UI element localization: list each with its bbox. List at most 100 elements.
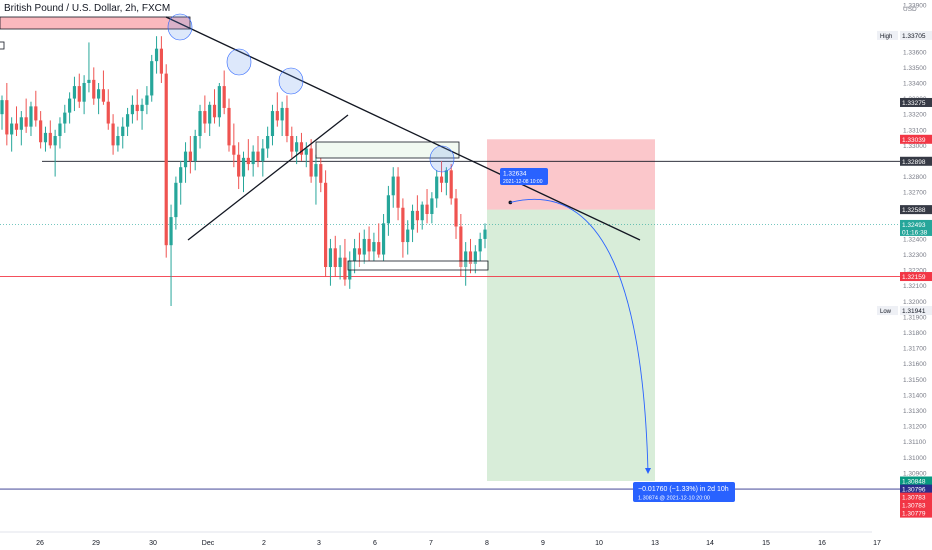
candle: [290, 126, 294, 158]
candle-body: [203, 111, 207, 124]
candle: [203, 95, 207, 133]
candle: [251, 145, 255, 177]
projection-arrow: [645, 467, 651, 474]
touch-circle: [278, 67, 304, 95]
candle: [261, 139, 265, 177]
candle-body: [352, 248, 357, 261]
candle: [381, 213, 386, 261]
candle: [444, 167, 448, 196]
candle-body: [410, 210, 415, 230]
price-badge-box: [900, 219, 932, 236]
price-badge-value: 1.32159: [902, 274, 926, 281]
candle: [10, 117, 14, 152]
candle: [386, 185, 390, 236]
candle: [425, 189, 429, 224]
candle: [372, 232, 376, 261]
candle: [406, 220, 410, 255]
candle: [24, 98, 28, 133]
candle-body: [111, 123, 115, 146]
candle-body: [328, 248, 333, 268]
price-badge-sub: 01:16:38: [902, 229, 928, 236]
candle-body: [246, 157, 250, 165]
price-badge-box: [900, 272, 932, 282]
touch-circle: [429, 145, 455, 173]
price-badge-box: [900, 306, 932, 316]
candle: [270, 104, 275, 146]
candle: [362, 229, 366, 264]
candle: [314, 154, 318, 205]
candle: [439, 160, 444, 193]
price-badge-value: 1.30848: [902, 479, 926, 486]
candle-body: [420, 204, 424, 221]
candle: [34, 90, 38, 127]
candle: [338, 245, 342, 280]
candle: [208, 101, 212, 137]
candle-body: [87, 79, 91, 83]
candle-body: [179, 167, 183, 183]
y-tick-label: 1.32700: [903, 190, 927, 197]
candle: [164, 64, 168, 258]
candle-body: [343, 257, 347, 280]
price-badge-value: 1.33705: [902, 33, 926, 40]
candle: [121, 117, 125, 149]
x-tick-label: 8: [485, 540, 489, 547]
candle: [285, 95, 289, 143]
candle-body: [125, 114, 130, 127]
candle: [77, 73, 81, 108]
candle: [352, 238, 357, 274]
candle: [53, 129, 57, 177]
candle-body: [154, 48, 159, 62]
x-tick-label: 26: [36, 540, 44, 547]
y-tick-label: 1.31000: [903, 455, 927, 462]
candle-body: [478, 238, 482, 252]
candle: [478, 232, 482, 261]
candle-body: [82, 82, 86, 102]
candle: [410, 204, 415, 243]
price-badge-value: 1.33275: [902, 100, 926, 107]
price-badge-box: [900, 500, 932, 510]
candle: [435, 170, 439, 208]
candle: [275, 92, 279, 127]
candle: [324, 170, 328, 277]
candle-body: [415, 210, 419, 221]
price-badge: 1.30783: [900, 492, 932, 502]
candle-body: [212, 104, 217, 118]
candle-body: [169, 217, 173, 246]
candle-body: [425, 204, 429, 214]
candle-body: [68, 98, 72, 113]
chart-title: British Pound / U.S. Dollar, 2h, FXCM: [4, 3, 171, 14]
candle: [377, 223, 381, 258]
projection-curve: [510, 198, 649, 472]
candle: [111, 114, 115, 155]
candle-body: [454, 198, 458, 227]
candle-body: [357, 248, 362, 255]
price-badge: 1.31941 Low: [877, 306, 932, 316]
price-badge-box: [900, 484, 932, 494]
consolidation-box: [315, 141, 460, 159]
x-tick-label: 10: [595, 540, 603, 547]
candle-body: [280, 107, 284, 121]
y-tick-label: 1.31700: [903, 346, 927, 353]
candle-body: [304, 148, 308, 155]
candle-body: [14, 123, 19, 130]
x-tick-label: 2: [262, 540, 266, 547]
price-badge-value: 1.32588: [902, 207, 926, 214]
candle: [246, 139, 250, 171]
candle-body: [285, 107, 289, 137]
candle-body: [290, 136, 294, 152]
candle-body: [435, 176, 439, 199]
x-tick-label: 7: [429, 540, 433, 547]
y-tick-label: 1.33500: [903, 65, 927, 72]
candle: [304, 142, 308, 168]
target-label-detail: 1.30874 @ 2021-12-10 20:00: [638, 496, 710, 502]
price-badge-box: [900, 508, 932, 518]
candle-body: [19, 117, 23, 130]
candle-body: [63, 112, 67, 124]
y-tick-label: 1.31100: [903, 439, 926, 446]
entry-label-box: [500, 168, 548, 185]
candle-body: [0, 100, 4, 115]
candle-body: [430, 198, 434, 214]
candle: [319, 157, 323, 193]
candle: [333, 235, 337, 277]
